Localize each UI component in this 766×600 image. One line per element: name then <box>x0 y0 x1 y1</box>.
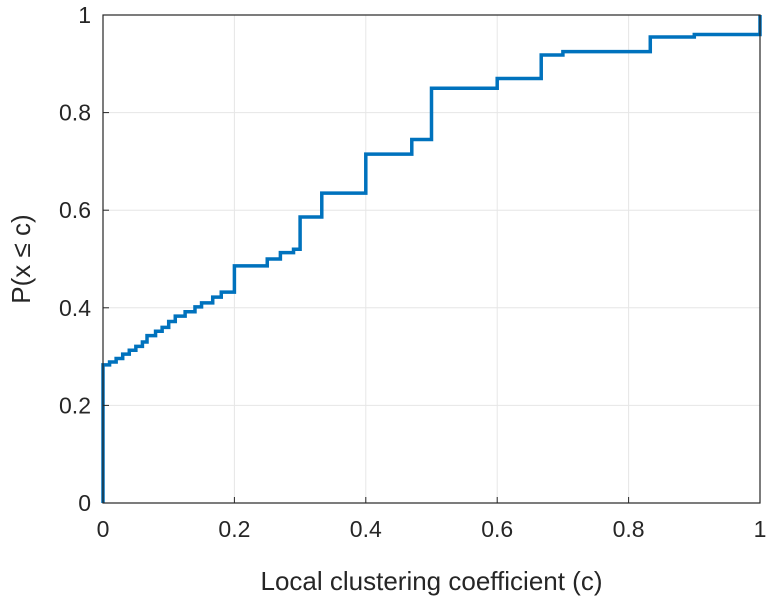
y-tick-label: 0.2 <box>59 392 91 418</box>
x-tick-label: 0 <box>97 516 110 542</box>
y-tick-label: 0 <box>78 490 91 516</box>
axes-box <box>102 14 761 504</box>
y-axis-label: P(x ≤ c) <box>6 214 36 303</box>
y-tick-label: 0.6 <box>59 197 91 223</box>
x-tick-label: 0.8 <box>613 516 645 542</box>
cdf-series-line <box>101 15 762 503</box>
y-tick-label: 0.4 <box>59 295 91 321</box>
y-tick-label: 0.8 <box>59 100 91 126</box>
plot-area <box>101 15 762 503</box>
x-tick-label: 0.4 <box>350 516 382 542</box>
x-tick-label: 1 <box>754 516 766 542</box>
y-tick-labels: 0 0.2 0.4 0.6 0.8 1 <box>59 2 91 516</box>
tick-marks <box>102 14 761 504</box>
y-tick-label: 1 <box>78 2 91 28</box>
x-tick-labels: 0 0.2 0.4 0.6 0.8 1 <box>97 516 766 542</box>
x-tick-label: 0.2 <box>218 516 250 542</box>
grid <box>103 15 760 503</box>
x-axis-label: Local clustering coefficient (c) <box>260 566 602 596</box>
x-tick-label: 0.6 <box>481 516 513 542</box>
